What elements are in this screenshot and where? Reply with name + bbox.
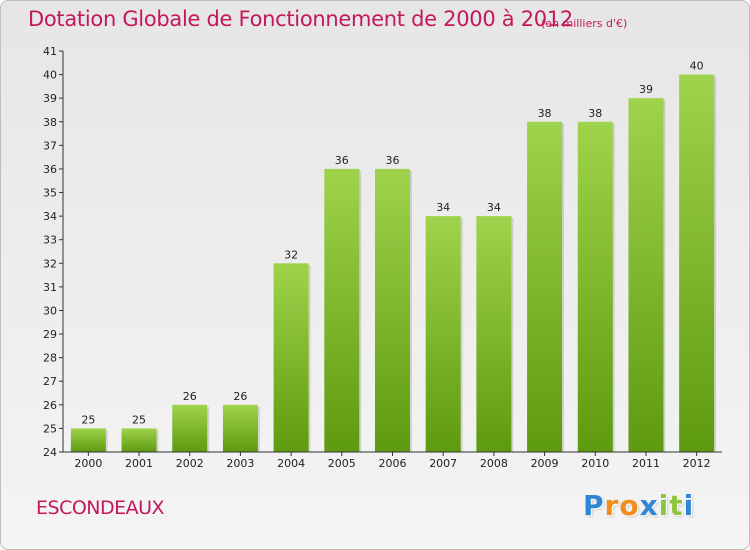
data-label: 32 xyxy=(284,248,298,261)
bar-2004 xyxy=(273,263,309,452)
y-tick-label: 36 xyxy=(43,163,57,176)
logo-letter: t xyxy=(669,489,684,522)
x-tick-label: 2010 xyxy=(581,457,609,470)
y-tick-label: 28 xyxy=(43,352,57,365)
y-tick-label: 39 xyxy=(43,92,57,105)
chart-title: Dotation Globale de Fonctionnement de 20… xyxy=(28,7,573,31)
chart-subtitle: (en milliers d'€) xyxy=(541,17,628,30)
x-tick-label: 2002 xyxy=(176,457,204,470)
x-tick-label: 2008 xyxy=(480,457,508,470)
logo-letter: r xyxy=(604,489,620,522)
y-tick-label: 35 xyxy=(43,187,57,200)
y-tick-label: 41 xyxy=(43,45,57,58)
bar-2003 xyxy=(222,404,258,452)
y-tick-label: 29 xyxy=(43,328,57,341)
data-label: 25 xyxy=(81,413,95,426)
x-axis: 2000 2001 2002 2003 2004 2005 2006 2007 2008 2009… xyxy=(63,451,722,470)
x-tick-label: 2004 xyxy=(277,457,305,470)
bar-2008 xyxy=(476,216,512,452)
data-label: 38 xyxy=(588,107,602,120)
data-label: 40 xyxy=(690,60,704,73)
bar-2012 xyxy=(679,74,715,453)
x-tick-label: 2000 xyxy=(74,457,102,470)
x-tick-label: 2006 xyxy=(379,457,407,470)
data-label: 34 xyxy=(487,201,501,214)
bars: 25 25 26 26 32 36 36 34 34 38 38 39 40 xyxy=(70,60,717,453)
data-label: 36 xyxy=(335,154,349,167)
x-tick-label: 2011 xyxy=(632,457,660,470)
data-label: 26 xyxy=(233,390,247,403)
y-tick-label: 24 xyxy=(43,446,57,459)
bar-2010 xyxy=(577,121,613,452)
y-tick-label: 26 xyxy=(43,399,57,412)
commune-name: ESCONDEAUX xyxy=(36,497,165,519)
bar-2006 xyxy=(375,168,410,453)
logo-letter: i xyxy=(658,489,670,522)
bar-2011 xyxy=(628,98,664,453)
bar-2002 xyxy=(172,404,208,452)
y-tick-label: 33 xyxy=(43,234,57,247)
x-tick-label: 2012 xyxy=(683,457,711,470)
y-tick-label: 25 xyxy=(43,422,57,435)
bar-2000 xyxy=(70,428,106,452)
y-tick-label: 27 xyxy=(43,375,57,388)
proxiti-logo[interactable]: Proxiti xyxy=(583,489,694,522)
y-tick-label: 38 xyxy=(43,116,57,129)
logo-letter: i xyxy=(683,489,695,522)
bar-2001 xyxy=(121,428,157,452)
data-label: 34 xyxy=(436,201,450,214)
x-tick-label: 2009 xyxy=(531,457,559,470)
y-tick-label: 37 xyxy=(43,139,57,152)
x-tick-label: 2003 xyxy=(226,457,254,470)
x-tick-label: 2007 xyxy=(429,457,457,470)
y-axis: 24 25 26 27 28 29 30 31 32 33 34 35 36 37 38 39 40 41 xyxy=(43,45,64,459)
y-tick-label: 30 xyxy=(43,304,57,317)
logo-letter: P xyxy=(583,489,605,522)
y-tick-label: 31 xyxy=(43,281,57,294)
bar-2005 xyxy=(324,168,360,453)
bar-2009 xyxy=(527,121,563,452)
x-tick-label: 2005 xyxy=(328,457,356,470)
data-label: 36 xyxy=(386,154,400,167)
bar-2007 xyxy=(425,216,461,452)
y-tick-label: 40 xyxy=(43,69,57,82)
x-tick-label: 2001 xyxy=(125,457,153,470)
data-label: 25 xyxy=(132,413,146,426)
y-tick-label: 34 xyxy=(43,210,57,223)
logo-letter: o xyxy=(619,489,640,522)
data-label: 26 xyxy=(183,390,197,403)
y-tick-label: 32 xyxy=(43,257,57,270)
data-label: 39 xyxy=(639,83,653,96)
logo-letter: x xyxy=(639,489,659,522)
data-label: 38 xyxy=(538,107,552,120)
